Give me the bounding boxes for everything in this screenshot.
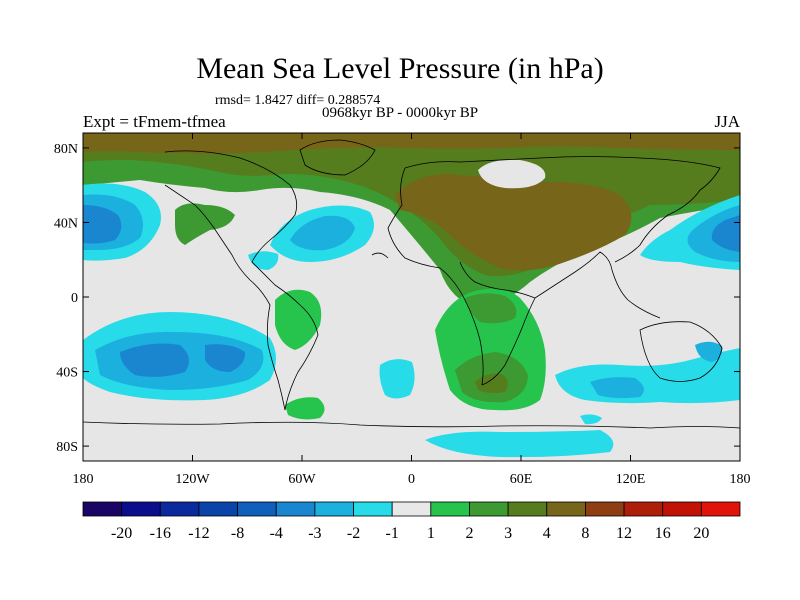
colorbar-swatch [469,501,509,517]
colorbar-label: 8 [581,525,589,542]
colorbar-label: 12 [616,525,632,542]
colorbar-label: 1 [427,525,435,542]
map-title: Mean Sea Level Pressure (in hPa) [196,52,604,85]
africa-positive-deep [475,373,508,394]
south-atlantic-positive [285,397,325,420]
lat-label: 40S [56,366,78,381]
antarctic-low-small [580,414,602,425]
lon-label: 60W [288,472,316,487]
colorbar-swatch [159,501,200,517]
south-atlantic-low [379,359,415,399]
map-axes: 80N 40N 0 40S 80S 180 120W 60W 0 60E 120E 180 [54,133,751,487]
colorbar-swatch [546,501,586,517]
australia-low-core [695,341,723,362]
colorbar-swatch [662,501,702,517]
south-pacific-low-deep-a [120,343,189,377]
lat-label: 80S [56,440,78,455]
colorbar-label: 4 [543,525,551,542]
south-america-positive [275,289,322,350]
statistics-text: rmsd= 1.8427 diff= 0.288574 [215,93,381,108]
colorbar-label: 16 [655,525,671,542]
colorbar-label: 2 [465,525,473,542]
colorbar: -20 -16 -12 -8 -4 -3 -2 -1 1 2 3 4 8 12 16 20 [82,501,741,542]
north-pacific-low-right-deep [711,215,740,252]
colorbar-label: -16 [150,525,171,542]
south-indian-low-core [590,377,644,399]
north-atlantic-low-core [290,215,355,251]
colorbar-swatch [82,501,123,517]
colorbar-swatch [391,501,432,517]
colorbar-label: 20 [693,525,709,542]
colorbar-swatch [275,501,316,517]
colorbar-label: -4 [270,525,283,542]
lon-label: 180 [730,472,751,487]
colorbar-swatch [121,501,161,517]
lat-label: 40N [54,216,78,231]
season-label: JJA [714,112,740,131]
colorbar-swatch [700,501,741,517]
colorbar-label: -8 [231,525,244,542]
colorbar-swatch [623,501,664,517]
colorbar-swatch [353,501,393,517]
tropics-positive-patch [465,293,517,324]
map-plot-area [83,133,740,461]
colorbar-swatch [198,501,238,517]
north-atlantic-positive [175,203,235,245]
colorbar-swatch [430,501,470,517]
north-pacific-low-left-deep [83,205,122,244]
arctic-high-anomaly [83,133,740,154]
lat-label: 80N [54,142,78,157]
colorbar-swatch [585,501,625,517]
colorbar-label: 3 [504,525,512,542]
colorbar-label: -1 [386,525,399,542]
colorbar-label: -2 [347,525,360,542]
lon-label: 180 [73,472,94,487]
colorbar-label: -3 [308,525,321,542]
south-pacific-low-deep-b [205,344,246,372]
coastlines [83,139,740,429]
period-text: 0968kyr BP - 0000kyr BP [322,105,479,121]
lon-label: 0 [408,472,415,487]
lon-label: 120W [175,472,210,487]
lat-label: 0 [71,291,78,306]
lon-label: 60E [510,472,533,487]
colorbar-swatch [314,501,354,517]
colorbar-label: -20 [111,525,132,542]
colorbar-swatch [507,501,548,517]
experiment-label: Expt = tFmem-tfmea [83,112,226,131]
colorbar-label: -12 [188,525,209,542]
arctic-neutral-patch [478,159,546,189]
colorbar-swatch [237,501,277,517]
lon-label: 120E [616,472,646,487]
eurasia-high-anomaly [395,174,632,271]
antarctic-low [425,430,614,458]
